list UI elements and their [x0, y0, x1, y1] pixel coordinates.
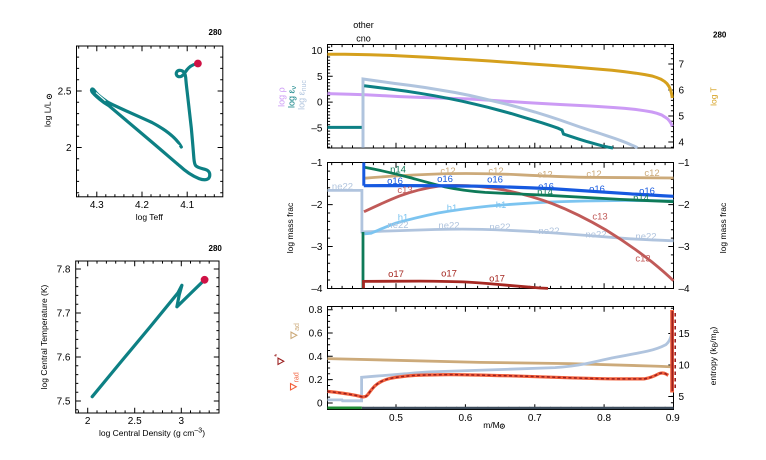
svg-text:o16: o16 [639, 186, 655, 197]
svg-text:log T: log T [709, 87, 719, 106]
svg-text:ne22: ne22 [387, 220, 408, 231]
svg-text:h1: h1 [398, 213, 409, 224]
svg-text:ne22: ne22 [438, 220, 459, 231]
svg-text:o17: o17 [441, 269, 457, 280]
svg-text:0.8: 0.8 [597, 413, 611, 424]
svg-text:4: 4 [679, 138, 685, 149]
svg-text:0.5: 0.5 [389, 413, 403, 424]
svg-text:2: 2 [66, 143, 72, 154]
svg-text:o17: o17 [388, 269, 404, 280]
svg-text:2.5: 2.5 [128, 416, 142, 427]
svg-text:o16: o16 [589, 184, 605, 195]
svg-text:ne22: ne22 [635, 232, 656, 243]
svg-text:ne22: ne22 [489, 222, 510, 233]
svg-text:0.6: 0.6 [458, 413, 472, 424]
svg-text:–1: –1 [679, 158, 691, 169]
svg-text:0.7: 0.7 [528, 413, 542, 424]
svg-text:–3: –3 [311, 242, 323, 253]
svg-text:c12: c12 [537, 169, 552, 180]
svg-text:m/M: m/M [483, 420, 500, 430]
svg-text:ad: ad [294, 323, 301, 331]
svg-text:o16: o16 [387, 176, 403, 187]
svg-text:5: 5 [317, 72, 323, 83]
svg-text:ne22: ne22 [538, 226, 559, 237]
svg-text:0.8: 0.8 [309, 305, 323, 316]
svg-text:4.3: 4.3 [90, 200, 104, 211]
svg-text:log Teff: log Teff [136, 212, 164, 222]
svg-text:other: other [353, 20, 374, 30]
svg-text:rad: rad [294, 372, 301, 382]
svg-text:15: 15 [679, 329, 691, 340]
svg-text:o17: o17 [489, 274, 505, 285]
svg-text:c13: c13 [397, 185, 412, 196]
svg-text:c12: c12 [644, 168, 659, 179]
svg-text:log Central Density (g cm–3): log Central Density (g cm–3) [99, 428, 205, 439]
svg-text:ne22: ne22 [332, 182, 353, 193]
svg-text:c12: c12 [586, 169, 601, 180]
svg-text:0.2: 0.2 [309, 375, 323, 386]
svg-text:log L/L: log L/L [43, 101, 53, 127]
svg-text:280: 280 [209, 28, 223, 37]
svg-text:7: 7 [679, 60, 685, 71]
svg-text:–4: –4 [679, 284, 691, 295]
svg-text:0: 0 [317, 98, 323, 109]
svg-text:5: 5 [679, 392, 685, 403]
svg-text:o16: o16 [437, 174, 453, 185]
svg-text:–2: –2 [679, 200, 691, 211]
svg-text:log εν: log εν [287, 85, 299, 108]
svg-text:4.2: 4.2 [135, 200, 149, 211]
svg-text:o16: o16 [538, 182, 554, 193]
svg-text:3: 3 [179, 416, 185, 427]
svg-text:7.5: 7.5 [57, 397, 71, 408]
svg-text:c13: c13 [635, 253, 650, 264]
svg-text:c12: c12 [440, 166, 455, 177]
svg-text:h1: h1 [447, 203, 458, 214]
svg-text:0.9: 0.9 [666, 413, 680, 424]
svg-text:7.6: 7.6 [57, 353, 71, 364]
svg-text:*: * [273, 354, 282, 357]
svg-text:5: 5 [679, 112, 685, 123]
svg-text:n14: n14 [537, 187, 553, 198]
svg-text:280: 280 [209, 244, 223, 253]
svg-text:–3: –3 [679, 242, 691, 253]
svg-text:log ρ: log ρ [277, 87, 287, 107]
svg-text:–5: –5 [311, 123, 323, 134]
svg-text:o16: o16 [487, 174, 503, 185]
svg-text:–2: –2 [311, 200, 323, 211]
svg-text:c12: c12 [488, 166, 503, 177]
svg-text:–4: –4 [311, 284, 323, 295]
svg-text:7.8: 7.8 [57, 265, 71, 276]
svg-text:2: 2 [85, 416, 91, 427]
svg-text:10: 10 [311, 46, 323, 57]
svg-text:log Central Temperature (K): log Central Temperature (K) [39, 284, 49, 389]
svg-text:log εnuc: log εnuc [297, 80, 309, 110]
svg-text:entropy (kB/mp): entropy (kB/mp) [708, 327, 720, 386]
svg-text:n14: n14 [633, 193, 649, 204]
svg-text:280: 280 [713, 31, 727, 40]
svg-text:ne22: ne22 [585, 230, 606, 241]
svg-text:–1: –1 [311, 158, 323, 169]
svg-text:log mass frac: log mass frac [285, 202, 295, 253]
svg-text:6: 6 [679, 86, 685, 97]
svg-text:2.5: 2.5 [58, 86, 72, 97]
svg-text:0.6: 0.6 [309, 329, 323, 340]
svg-text:n14: n14 [390, 164, 406, 175]
svg-text:0: 0 [317, 399, 323, 410]
svg-text:log mass frac: log mass frac [718, 202, 728, 253]
svg-text:0.4: 0.4 [309, 352, 323, 363]
svg-text:c13: c13 [592, 211, 607, 222]
svg-text:cno: cno [356, 33, 371, 43]
svg-text:7.7: 7.7 [57, 309, 71, 320]
svg-text:h1: h1 [496, 200, 507, 211]
svg-text:10: 10 [679, 361, 691, 372]
svg-text:4.1: 4.1 [180, 200, 194, 211]
